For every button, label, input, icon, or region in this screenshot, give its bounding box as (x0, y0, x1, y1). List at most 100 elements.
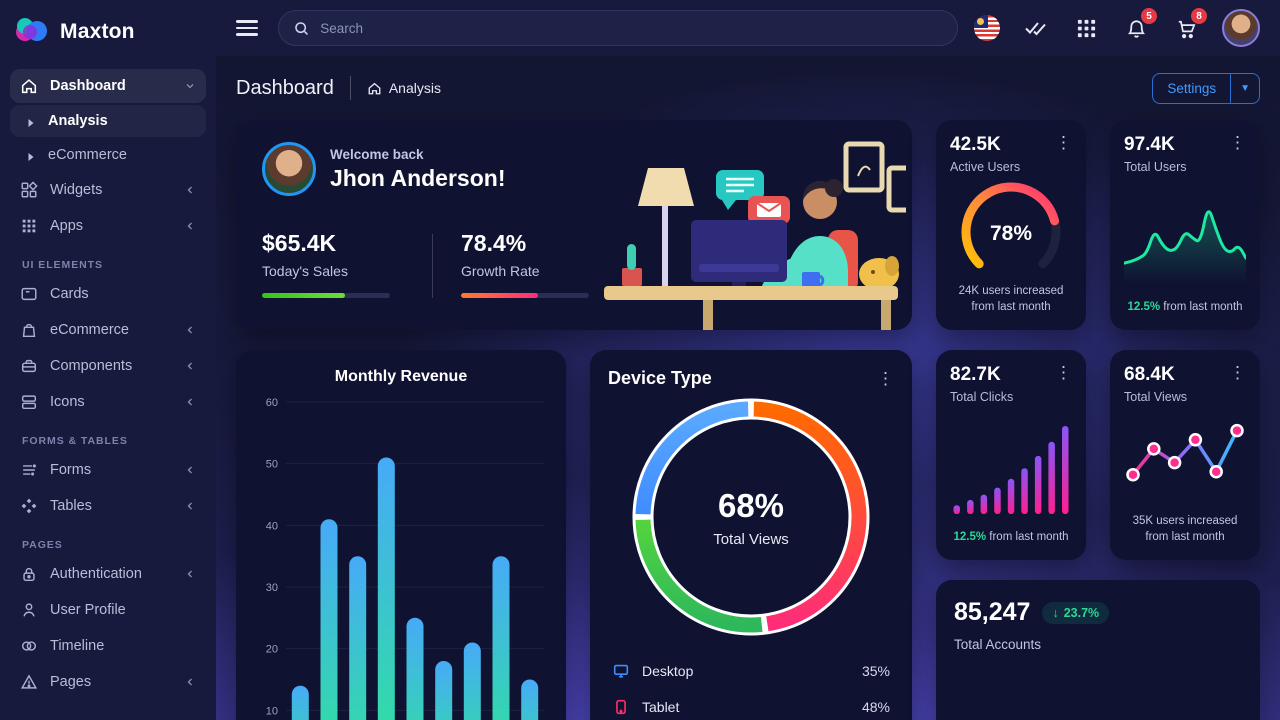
sidebar-item-analysis[interactable]: Analysis (10, 105, 206, 137)
kebab-menu-icon[interactable]: ⋮ (1229, 133, 1246, 152)
layers-icon (20, 393, 38, 411)
kebab-menu-icon[interactable]: ⋮ (1055, 133, 1072, 152)
brand-name: Maxton (60, 19, 135, 43)
breadcrumb[interactable]: Analysis (367, 80, 441, 96)
svg-text:20: 20 (266, 644, 278, 656)
chevron-left-icon (184, 464, 196, 476)
search-icon (293, 19, 310, 37)
search-input[interactable] (320, 20, 943, 36)
svg-text:78%: 78% (990, 222, 1032, 245)
total-accounts-value: 85,247 (954, 598, 1031, 626)
sidebar-item-label: Apps (50, 218, 84, 234)
sidebar-item-components[interactable]: Components (10, 349, 206, 383)
sidebar-item-authentication[interactable]: Authentication (10, 557, 206, 591)
breadcrumb-page: Analysis (388, 80, 441, 96)
home-icon (367, 81, 382, 96)
svg-text:10: 10 (266, 705, 278, 717)
sidebar-item-tables[interactable]: Tables (10, 489, 206, 523)
sidebar-item-icons[interactable]: Icons (10, 385, 206, 419)
settings-split-button: Settings ▼ (1152, 72, 1260, 104)
chevron-left-icon (184, 324, 196, 336)
tablet-icon (612, 698, 630, 716)
monthly-revenue-chart: 0102030405060JanFebMarAprMayJunJulAugSep (252, 390, 550, 720)
caret-right-icon (26, 116, 36, 127)
sidebar: Maxton Dashboard Analysis (0, 0, 216, 720)
timeline-circles-icon (20, 637, 38, 655)
language-flag-icon[interactable] (974, 15, 1000, 41)
menu-toggle-icon[interactable] (236, 15, 262, 41)
todays-sales-label: Today's Sales (262, 263, 348, 279)
welcome-username: Jhon Anderson! (330, 164, 506, 191)
total-views-value: 68.4K (1124, 364, 1175, 385)
user-avatar[interactable] (1222, 9, 1260, 47)
chevron-left-icon (184, 676, 196, 688)
sidebar-item-label: Pages (50, 674, 92, 690)
nav-heading-pages: PAGES (22, 539, 63, 551)
growth-rate-label: Growth Rate (461, 263, 540, 279)
sidebar-item-label: Dashboard (50, 78, 126, 94)
sidebar-item-label: Cards (50, 286, 89, 302)
sidebar-item-ecommerce-sub[interactable]: eCommerce (10, 139, 206, 171)
active-users-footnote: 24K users increased from last month (958, 284, 1064, 314)
sidebar-item-label: Authentication (50, 566, 142, 582)
total-clicks-card: 82.7K Total Clicks ⋮ 12.5% from last mon… (936, 350, 1086, 560)
workspace-illustration (604, 141, 906, 330)
total-accounts-delta-badge: ↓ 23.7% (1042, 601, 1110, 624)
total-users-card: 97.4K Total Users ⋮ 12.5% from last mont… (1110, 120, 1260, 330)
sales-progress-fill (262, 293, 346, 298)
sidebar-item-user-profile[interactable]: User Profile (10, 593, 206, 627)
svg-text:30: 30 (266, 582, 278, 594)
total-accounts-area-chart (936, 668, 1260, 720)
chevron-down-icon (184, 80, 196, 92)
total-clicks-value: 82.7K (950, 364, 1001, 385)
total-views-footnote: 35K users increased from last month (1132, 514, 1238, 544)
form-lines-icon (20, 461, 38, 479)
caret-right-icon (26, 150, 36, 161)
sidebar-item-pages[interactable]: Pages (10, 665, 206, 699)
monthly-revenue-card: Monthly Revenue 0102030405060JanFebMarAp… (236, 350, 566, 720)
kebab-menu-icon[interactable]: ⋮ (1229, 363, 1246, 382)
user-icon (20, 601, 38, 619)
sidebar-item-label: Timeline (50, 638, 105, 654)
total-users-spark-chart (1124, 190, 1246, 284)
divider (432, 234, 433, 298)
welcome-avatar (262, 142, 316, 196)
topbar-actions: 5 8 (974, 8, 1260, 47)
welcome-greeting: Welcome back (330, 146, 424, 162)
shopping-bag-icon (20, 321, 38, 339)
desktop-icon (612, 662, 630, 680)
sidebar-item-forms[interactable]: Forms (10, 453, 206, 487)
double-check-icon[interactable] (1022, 14, 1050, 42)
legend-label: Tablet (642, 699, 680, 715)
cart-icon[interactable]: 8 (1172, 8, 1207, 42)
chevron-left-icon (184, 396, 196, 408)
svg-text:40: 40 (266, 520, 278, 532)
sidebar-item-cards[interactable]: Cards (10, 277, 206, 311)
kebab-menu-icon[interactable]: ⋮ (877, 369, 894, 388)
search-bar[interactable] (278, 10, 958, 46)
settings-button[interactable]: Settings (1167, 80, 1217, 96)
total-users-footnote: 12.5% from last month (1127, 301, 1243, 314)
sidebar-item-ecommerce[interactable]: eCommerce (10, 313, 206, 347)
main-area: 5 8 Dashboard Analysis Settings ▼ (216, 0, 1280, 720)
kebab-menu-icon[interactable]: ⋮ (1055, 363, 1072, 382)
sidebar-item-widgets[interactable]: Widgets (10, 173, 206, 207)
active-users-gauge-chart: 78% (950, 175, 1072, 281)
total-accounts-label: Total Accounts (954, 637, 1042, 652)
settings-dropdown-caret[interactable]: ▼ (1230, 73, 1259, 103)
sidebar-item-timeline[interactable]: Timeline (10, 629, 206, 663)
sidebar-item-label: Tables (50, 498, 92, 514)
widgets-icon (20, 181, 38, 199)
device-type-title: Device Type (608, 368, 712, 388)
sidebar-item-dashboard[interactable]: Dashboard (10, 69, 206, 103)
apps-launcher-icon[interactable] (1072, 14, 1100, 42)
device-type-donut-chart (631, 397, 871, 637)
total-views-line-chart (1124, 411, 1246, 505)
active-users-card: 42.5K Active Users ⋮ 78% 24K users incre… (936, 120, 1086, 330)
total-users-value: 97.4K (1124, 134, 1175, 155)
notifications-bell-icon[interactable]: 5 (1122, 8, 1157, 42)
device-type-card: Device Type ⋮ 68% Total Views (590, 350, 912, 720)
sidebar-item-label: User Profile (50, 602, 126, 618)
sidebar-item-apps[interactable]: Apps (10, 209, 206, 243)
legend-row-desktop: Desktop 35% (608, 653, 894, 689)
